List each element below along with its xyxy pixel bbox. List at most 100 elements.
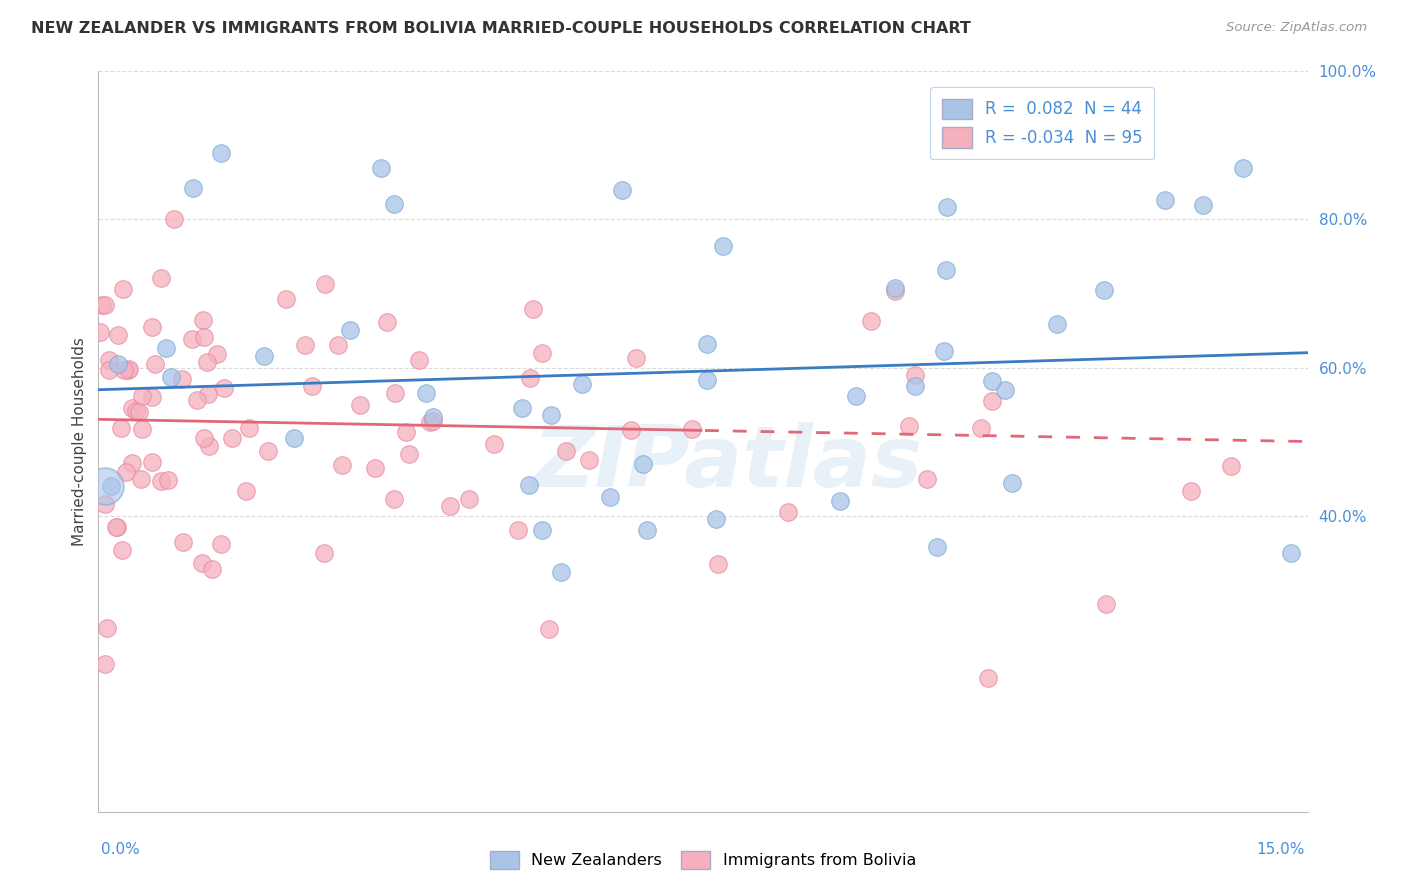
- Point: [107, 358, 129, 372]
- Point: [211, 536, 233, 550]
- Point: [935, 262, 957, 277]
- Point: [118, 361, 141, 376]
- Point: [121, 401, 143, 415]
- Point: [94, 298, 117, 312]
- Point: [506, 524, 529, 538]
- Point: [150, 270, 173, 285]
- Point: [395, 425, 418, 440]
- Point: [980, 394, 1002, 409]
- Point: [620, 423, 643, 437]
- Point: [330, 458, 353, 473]
- Point: [170, 372, 193, 386]
- Point: [195, 354, 218, 368]
- Text: NEW ZEALANDER VS IMMIGRANTS FROM BOLIVIA MARRIED-COUPLE HOUSEHOLDS CORRELATION C: NEW ZEALANDER VS IMMIGRANTS FROM BOLIVIA…: [31, 21, 970, 36]
- Point: [519, 370, 541, 384]
- Point: [932, 344, 955, 359]
- Point: [1180, 484, 1202, 499]
- Point: [91, 298, 114, 312]
- Point: [110, 421, 132, 435]
- Text: ZIPatlas: ZIPatlas: [531, 422, 922, 505]
- Point: [94, 657, 117, 671]
- Point: [883, 281, 905, 295]
- Point: [370, 161, 392, 175]
- Point: [181, 332, 204, 346]
- Point: [112, 282, 135, 296]
- Point: [117, 363, 139, 377]
- Point: [314, 277, 336, 292]
- Point: [898, 419, 921, 434]
- Legend: R =  0.082  N = 44, R = -0.034  N = 95: R = 0.082 N = 44, R = -0.034 N = 95: [929, 87, 1154, 160]
- Point: [1191, 198, 1213, 212]
- Point: [197, 386, 219, 401]
- Point: [131, 389, 153, 403]
- Legend: New Zealanders, Immigrants from Bolivia: New Zealanders, Immigrants from Bolivia: [484, 845, 922, 875]
- Point: [198, 439, 221, 453]
- Point: [235, 483, 257, 498]
- Point: [221, 430, 243, 444]
- Point: [884, 284, 907, 298]
- Point: [121, 457, 143, 471]
- Point: [522, 301, 544, 316]
- Point: [439, 499, 461, 513]
- Point: [160, 369, 183, 384]
- Point: [904, 378, 927, 392]
- Point: [1220, 458, 1243, 473]
- Point: [904, 368, 927, 383]
- Point: [537, 623, 560, 637]
- Point: [994, 383, 1017, 397]
- Point: [238, 421, 260, 435]
- Point: [422, 410, 444, 425]
- Point: [512, 401, 534, 416]
- Point: [382, 491, 405, 506]
- Point: [776, 505, 799, 519]
- Point: [141, 320, 163, 334]
- Point: [191, 557, 214, 571]
- Point: [915, 472, 938, 486]
- Point: [1001, 475, 1024, 490]
- Point: [375, 315, 398, 329]
- Point: [550, 566, 572, 580]
- Point: [517, 477, 540, 491]
- Point: [97, 363, 120, 377]
- Point: [193, 329, 215, 343]
- Point: [143, 357, 166, 371]
- Point: [936, 200, 959, 214]
- Point: [141, 391, 163, 405]
- Point: [422, 414, 444, 428]
- Point: [314, 546, 336, 560]
- Point: [163, 212, 186, 227]
- Point: [980, 374, 1002, 388]
- Point: [977, 672, 1000, 686]
- Point: [681, 421, 703, 435]
- Point: [612, 183, 634, 197]
- Point: [540, 408, 562, 422]
- Point: [301, 379, 323, 393]
- Point: [125, 404, 148, 418]
- Point: [578, 452, 600, 467]
- Point: [100, 479, 122, 493]
- Point: [415, 385, 437, 400]
- Point: [828, 493, 851, 508]
- Point: [105, 520, 128, 534]
- Point: [114, 465, 136, 479]
- Point: [201, 562, 224, 576]
- Point: [384, 386, 406, 401]
- Point: [482, 437, 505, 451]
- Point: [94, 497, 117, 511]
- Point: [1046, 318, 1069, 332]
- Point: [408, 353, 430, 368]
- Point: [155, 341, 177, 355]
- Point: [398, 447, 420, 461]
- Point: [704, 511, 727, 525]
- Point: [112, 363, 135, 377]
- Point: [186, 392, 208, 407]
- Point: [97, 352, 120, 367]
- Point: [458, 491, 481, 506]
- Point: [970, 421, 993, 435]
- Point: [555, 444, 578, 458]
- Point: [191, 313, 214, 327]
- Point: [257, 444, 280, 458]
- Point: [349, 398, 371, 412]
- Point: [212, 381, 235, 395]
- Point: [696, 337, 718, 351]
